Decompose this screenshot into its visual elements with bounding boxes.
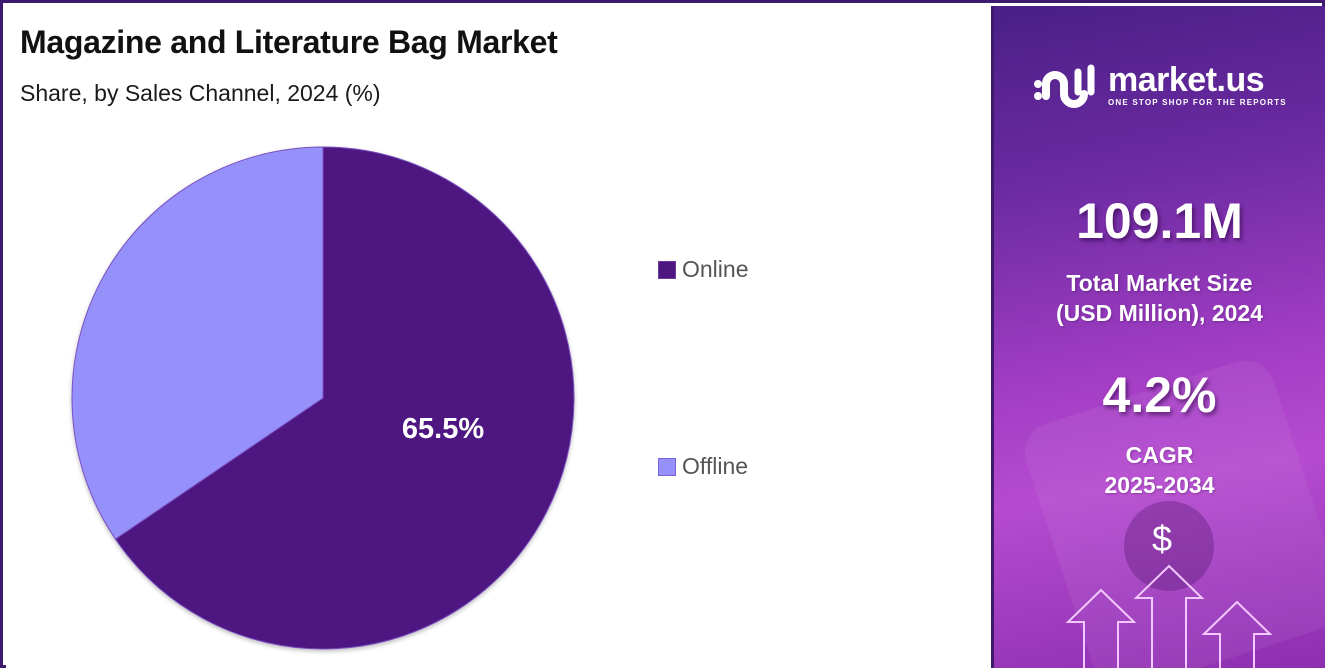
market-us-logo-icon: [1034, 64, 1095, 108]
legend-label-offline: Offline: [682, 453, 749, 479]
brand-logo: market.us ONE STOP SHOP FOR THE REPORTS: [1032, 58, 1287, 112]
growth-arrows-icon: [1065, 564, 1273, 668]
legend-swatch-offline: [658, 457, 676, 476]
pie-slice-online: [114, 146, 575, 650]
chart-panel: Magazine and Literature Bag Market Share…: [6, 6, 991, 668]
cagr-value: 4.2%: [1102, 367, 1217, 423]
pie-slice-offline: [71, 146, 324, 540]
chart-title: Magazine and Literature Bag Market: [20, 24, 558, 60]
legend-item-offline: Offline: [658, 453, 748, 480]
legend-swatch-online: [658, 260, 676, 279]
pie-chart: 65.5%: [71, 146, 575, 650]
brand-tagline: ONE STOP SHOP FOR THE REPORTS: [1108, 97, 1287, 107]
background-decoration-circle: [1124, 501, 1214, 591]
brand-name: market.us: [1108, 60, 1265, 99]
cagr-label-line2: 2025-2034: [1104, 472, 1215, 498]
legend-label-online: Online: [682, 256, 749, 282]
cagr-label-line1: CAGR: [1125, 442, 1194, 468]
legend-item-online: Online: [658, 256, 748, 283]
pie-data-label: 65.5%: [402, 413, 484, 445]
stats-sidebar: market.us ONE STOP SHOP FOR THE REPORTS …: [991, 6, 1325, 668]
market-size-label-line1: Total Market Size: [1066, 270, 1253, 296]
chart-subtitle: Share, by Sales Channel, 2024 (%): [20, 80, 381, 106]
market-size-value: 109.1M: [1076, 193, 1243, 249]
dollar-icon: $: [1152, 518, 1173, 559]
market-size-label-line2: (USD Million), 2024: [1055, 300, 1264, 326]
